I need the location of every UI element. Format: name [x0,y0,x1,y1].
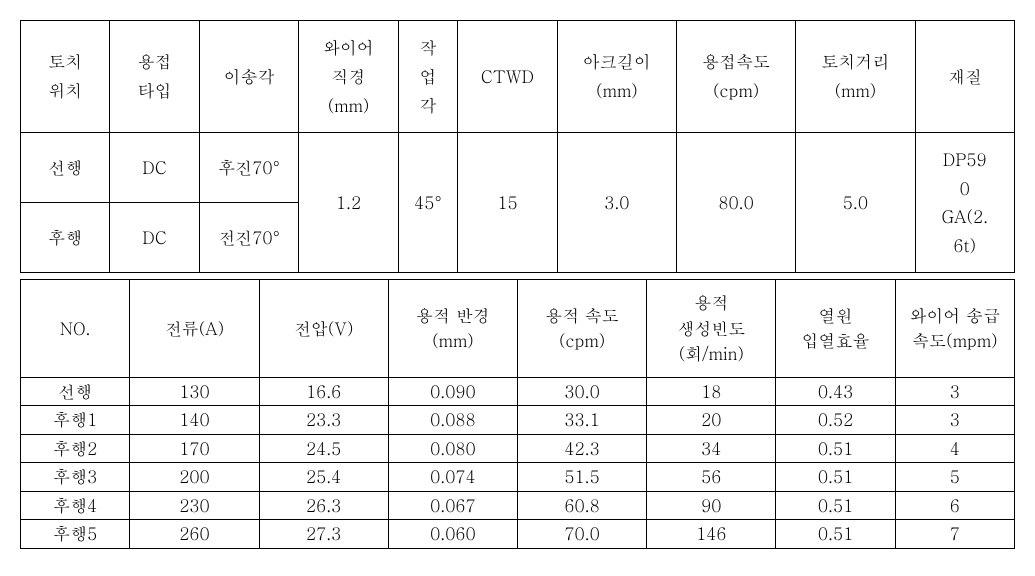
cell-voltage: 25.4 [259,463,388,492]
cell-droplet-radius: 0.060 [388,520,517,549]
cell-droplet-radius: 0.074 [388,463,517,492]
cell-droplet-frequency: 18 [647,377,776,406]
header-wire-feed-speed: 와이어 송급속도(mpm) [895,280,1014,378]
cell-current: 170 [130,434,259,463]
cell-torch-distance: 5.0 [796,132,915,273]
cell-droplet-radius: 0.080 [388,434,517,463]
cell-no: 후행5 [21,520,130,549]
cell-work-angle: 45° [398,132,458,273]
cell-current: 260 [130,520,259,549]
cell-current: 230 [130,491,259,520]
header-material: 재질 [915,21,1015,133]
welding-parameters-table: 토치위치 용접타입 이송각 와이어직경(mm) 작업각 CTWD 아크길이(mm… [20,20,1015,273]
table-row: 후행2 170 24.5 0.080 42.3 34 0.51 4 [21,434,1015,463]
cell-no: 후행3 [21,463,130,492]
table-row: 후행5 260 27.3 0.060 70.0 146 0.51 7 [21,520,1015,549]
cell-wire-feed-speed: 4 [895,434,1014,463]
cell-heat-efficiency: 0.51 [776,463,895,492]
cell-heat-efficiency: 0.43 [776,377,895,406]
header-arc-length: 아크길이(mm) [557,21,676,133]
cell-voltage: 16.6 [259,377,388,406]
table2-header-row: NO. 전류(A) 전압(V) 용적 반경(mm) 용적 속도(cpm) 용적생… [21,280,1015,378]
header-feed-angle: 이송각 [199,21,298,133]
header-voltage: 전압(V) [259,280,388,378]
cell-arc-length: 3.0 [557,132,676,273]
cell-no: 후행4 [21,491,130,520]
cell-voltage: 27.3 [259,520,388,549]
cell-wire-feed-speed: 3 [895,377,1014,406]
cell-voltage: 23.3 [259,406,388,435]
header-droplet-speed: 용적 속도(cpm) [517,280,646,378]
header-torch-position: 토치위치 [21,21,110,133]
header-current: 전류(A) [130,280,259,378]
table-row: 후행3 200 25.4 0.074 51.5 56 0.51 5 [21,463,1015,492]
header-heat-efficiency: 열원입열효율 [776,280,895,378]
cell-current: 130 [130,377,259,406]
cell-wire-feed-speed: 3 [895,406,1014,435]
cell-type-trailing: DC [110,202,199,272]
cell-weld-speed: 80.0 [676,132,795,273]
cell-droplet-frequency: 56 [647,463,776,492]
cell-droplet-frequency: 146 [647,520,776,549]
cell-wire-feed-speed: 7 [895,520,1014,549]
cell-droplet-speed: 42.3 [517,434,646,463]
cell-droplet-speed: 30.0 [517,377,646,406]
cell-no: 후행1 [21,406,130,435]
cell-current: 200 [130,463,259,492]
cell-material: DP590GA(2.6t) [915,132,1015,273]
cell-droplet-frequency: 34 [647,434,776,463]
header-ctwd: CTWD [458,21,557,133]
cell-droplet-radius: 0.090 [388,377,517,406]
table-row: 후행4 230 26.3 0.067 60.8 90 0.51 6 [21,491,1015,520]
header-wire-diameter: 와이어직경(mm) [299,21,398,133]
cell-wire-feed-speed: 5 [895,463,1014,492]
header-droplet-radius: 용적 반경(mm) [388,280,517,378]
cell-droplet-speed: 70.0 [517,520,646,549]
cell-droplet-speed: 60.8 [517,491,646,520]
cell-angle-trailing: 전진70° [199,202,298,272]
table1-header-row: 토치위치 용접타입 이송각 와이어직경(mm) 작업각 CTWD 아크길이(mm… [21,21,1015,133]
cell-ctwd: 15 [458,132,557,273]
cell-type-leading: DC [110,132,199,202]
cell-heat-efficiency: 0.51 [776,434,895,463]
cell-voltage: 24.5 [259,434,388,463]
cell-wire-feed-speed: 6 [895,491,1014,520]
header-work-angle: 작업각 [398,21,458,133]
header-torch-distance: 토치거리(mm) [796,21,915,133]
cell-droplet-radius: 0.067 [388,491,517,520]
header-no: NO. [21,280,130,378]
cell-angle-leading: 후진70° [199,132,298,202]
cell-current: 140 [130,406,259,435]
cell-no: 선행 [21,377,130,406]
table1-row-leading: 선행 DC 후진70° 1.2 45° 15 3.0 80.0 5.0 DP59… [21,132,1015,202]
cell-heat-efficiency: 0.52 [776,406,895,435]
header-weld-speed: 용접속도(cpm) [676,21,795,133]
cell-heat-efficiency: 0.51 [776,491,895,520]
cell-droplet-frequency: 20 [647,406,776,435]
welding-data-table: NO. 전류(A) 전압(V) 용적 반경(mm) 용적 속도(cpm) 용적생… [20,279,1015,549]
cell-position-leading: 선행 [21,132,110,202]
cell-wire-diameter: 1.2 [299,132,398,273]
header-droplet-frequency: 용적생성빈도(회/min) [647,280,776,378]
cell-no: 후행2 [21,434,130,463]
cell-droplet-speed: 51.5 [517,463,646,492]
cell-heat-efficiency: 0.51 [776,520,895,549]
header-weld-type: 용접타입 [110,21,199,133]
table-row: 후행1 140 23.3 0.088 33.1 20 0.52 3 [21,406,1015,435]
cell-voltage: 26.3 [259,491,388,520]
cell-droplet-frequency: 90 [647,491,776,520]
table-row: 선행 130 16.6 0.090 30.0 18 0.43 3 [21,377,1015,406]
cell-droplet-speed: 33.1 [517,406,646,435]
cell-position-trailing: 후행 [21,202,110,272]
tables-container: 토치위치 용접타입 이송각 와이어직경(mm) 작업각 CTWD 아크길이(mm… [20,20,1015,549]
cell-droplet-radius: 0.088 [388,406,517,435]
